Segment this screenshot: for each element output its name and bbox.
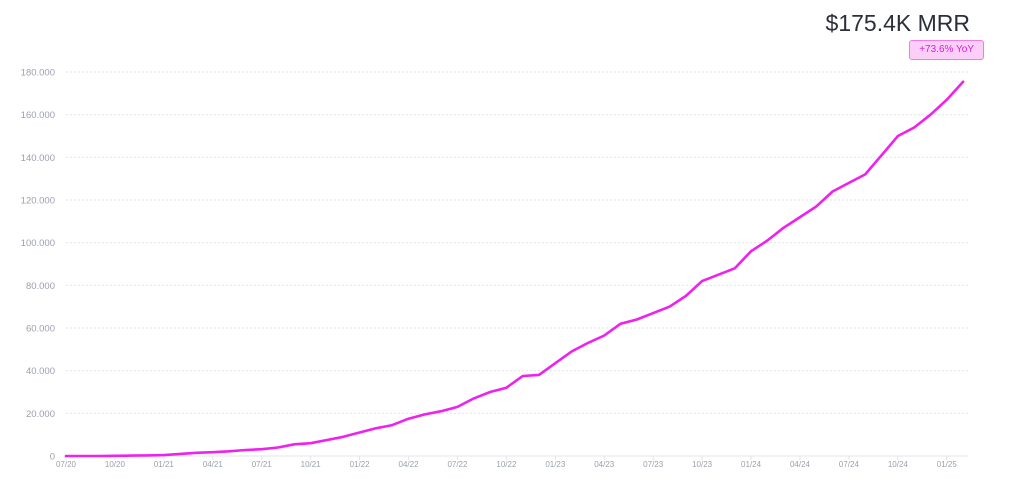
data-point[interactable] bbox=[291, 441, 297, 447]
x-tick-label: 10/20 bbox=[105, 460, 126, 469]
data-point[interactable] bbox=[259, 446, 265, 452]
data-point[interactable] bbox=[862, 171, 868, 177]
data-point[interactable] bbox=[879, 152, 885, 158]
data-point[interactable] bbox=[569, 348, 575, 354]
data-point[interactable] bbox=[112, 453, 118, 459]
y-tick-label: 0 bbox=[50, 452, 55, 463]
data-point[interactable] bbox=[161, 452, 167, 458]
x-tick-label: 04/22 bbox=[399, 460, 420, 469]
data-point[interactable] bbox=[618, 321, 624, 327]
data-point[interactable] bbox=[650, 310, 656, 316]
yoy-change-badge: +73.6% YoY bbox=[909, 40, 984, 60]
data-point[interactable] bbox=[552, 360, 558, 366]
data-point[interactable] bbox=[634, 316, 640, 322]
data-point[interactable] bbox=[503, 385, 509, 391]
y-tick-label: 120.000 bbox=[21, 196, 55, 207]
series-group bbox=[63, 79, 966, 459]
data-point[interactable] bbox=[536, 372, 542, 378]
data-point[interactable] bbox=[797, 214, 803, 220]
x-tick-label: 04/21 bbox=[203, 460, 224, 469]
data-point[interactable] bbox=[177, 451, 183, 457]
x-tick-label: 07/24 bbox=[839, 460, 860, 469]
y-tick-label: 20.000 bbox=[26, 409, 55, 420]
data-point[interactable] bbox=[389, 422, 395, 428]
data-point[interactable] bbox=[193, 450, 199, 456]
y-tick-label: 40.000 bbox=[26, 366, 55, 377]
data-point[interactable] bbox=[242, 447, 248, 453]
data-point[interactable] bbox=[438, 408, 444, 414]
data-point[interactable] bbox=[715, 272, 721, 278]
data-point[interactable] bbox=[422, 411, 428, 417]
y-tick-label: 140.000 bbox=[21, 153, 55, 164]
x-tick-label: 01/25 bbox=[937, 460, 958, 469]
grid-lines bbox=[66, 71, 968, 457]
y-axis-ticks: 0 20.000 40.000 60.000 80.000 100.000 120.000 1… bbox=[21, 68, 55, 463]
data-point[interactable] bbox=[210, 449, 216, 455]
mrr-headline: $175.4K MRR bbox=[825, 10, 970, 36]
x-tick-label: 01/21 bbox=[154, 460, 175, 469]
x-tick-label: 01/23 bbox=[545, 460, 566, 469]
data-point[interactable] bbox=[145, 452, 151, 458]
data-point[interactable] bbox=[275, 444, 281, 450]
data-point[interactable] bbox=[226, 448, 232, 454]
data-point[interactable] bbox=[927, 112, 933, 118]
data-point[interactable] bbox=[79, 453, 85, 459]
data-point[interactable] bbox=[357, 430, 363, 436]
x-tick-label: 07/20 bbox=[56, 460, 77, 469]
x-tick-label: 07/21 bbox=[252, 460, 273, 469]
x-tick-label: 01/24 bbox=[741, 460, 762, 469]
data-point[interactable] bbox=[699, 278, 705, 284]
data-point[interactable] bbox=[667, 304, 673, 310]
data-point[interactable] bbox=[895, 133, 901, 139]
data-point[interactable] bbox=[813, 203, 819, 209]
data-point[interactable] bbox=[781, 225, 787, 231]
series-line-mrr bbox=[64, 80, 965, 458]
data-point[interactable] bbox=[960, 79, 966, 85]
data-point[interactable] bbox=[373, 425, 379, 431]
data-point[interactable] bbox=[324, 437, 330, 443]
x-tick-label: 04/24 bbox=[790, 460, 811, 469]
x-tick-label: 04/23 bbox=[594, 460, 615, 469]
data-point[interactable] bbox=[748, 248, 754, 254]
x-tick-label: 10/24 bbox=[888, 460, 909, 469]
data-point[interactable] bbox=[585, 340, 591, 346]
y-tick-label: 60.000 bbox=[26, 324, 55, 335]
data-point[interactable] bbox=[683, 293, 689, 299]
x-tick-label: 01/22 bbox=[350, 460, 371, 469]
y-tick-label: 180.000 bbox=[21, 68, 55, 79]
data-point[interactable] bbox=[846, 180, 852, 186]
data-point[interactable] bbox=[128, 453, 134, 459]
x-tick-label: 10/23 bbox=[692, 460, 713, 469]
data-point[interactable] bbox=[944, 97, 950, 103]
x-tick-label: 10/22 bbox=[496, 460, 517, 469]
x-tick-label: 07/22 bbox=[447, 460, 468, 469]
y-tick-label: 80.000 bbox=[26, 281, 55, 292]
y-tick-label: 100.000 bbox=[21, 238, 55, 249]
x-axis-ticks: 07/20 10/20 01/21 04/21 07/21 10/21 01/22 04/22… bbox=[56, 456, 957, 469]
data-point[interactable] bbox=[406, 416, 412, 422]
data-point[interactable] bbox=[911, 124, 917, 130]
data-point[interactable] bbox=[308, 440, 314, 446]
data-point[interactable] bbox=[340, 434, 346, 440]
data-point[interactable] bbox=[96, 453, 102, 459]
x-tick-label: 10/21 bbox=[301, 460, 322, 469]
data-point[interactable] bbox=[520, 373, 526, 379]
data-point[interactable] bbox=[601, 332, 607, 338]
data-point[interactable] bbox=[454, 404, 460, 410]
y-tick-label: 160.000 bbox=[21, 110, 55, 121]
data-point[interactable] bbox=[487, 389, 493, 395]
x-tick-label: 07/23 bbox=[643, 460, 664, 469]
data-point[interactable] bbox=[830, 188, 836, 194]
data-point[interactable] bbox=[471, 395, 477, 401]
data-point[interactable] bbox=[764, 238, 770, 244]
data-point[interactable] bbox=[732, 265, 738, 271]
data-point[interactable] bbox=[63, 453, 69, 459]
